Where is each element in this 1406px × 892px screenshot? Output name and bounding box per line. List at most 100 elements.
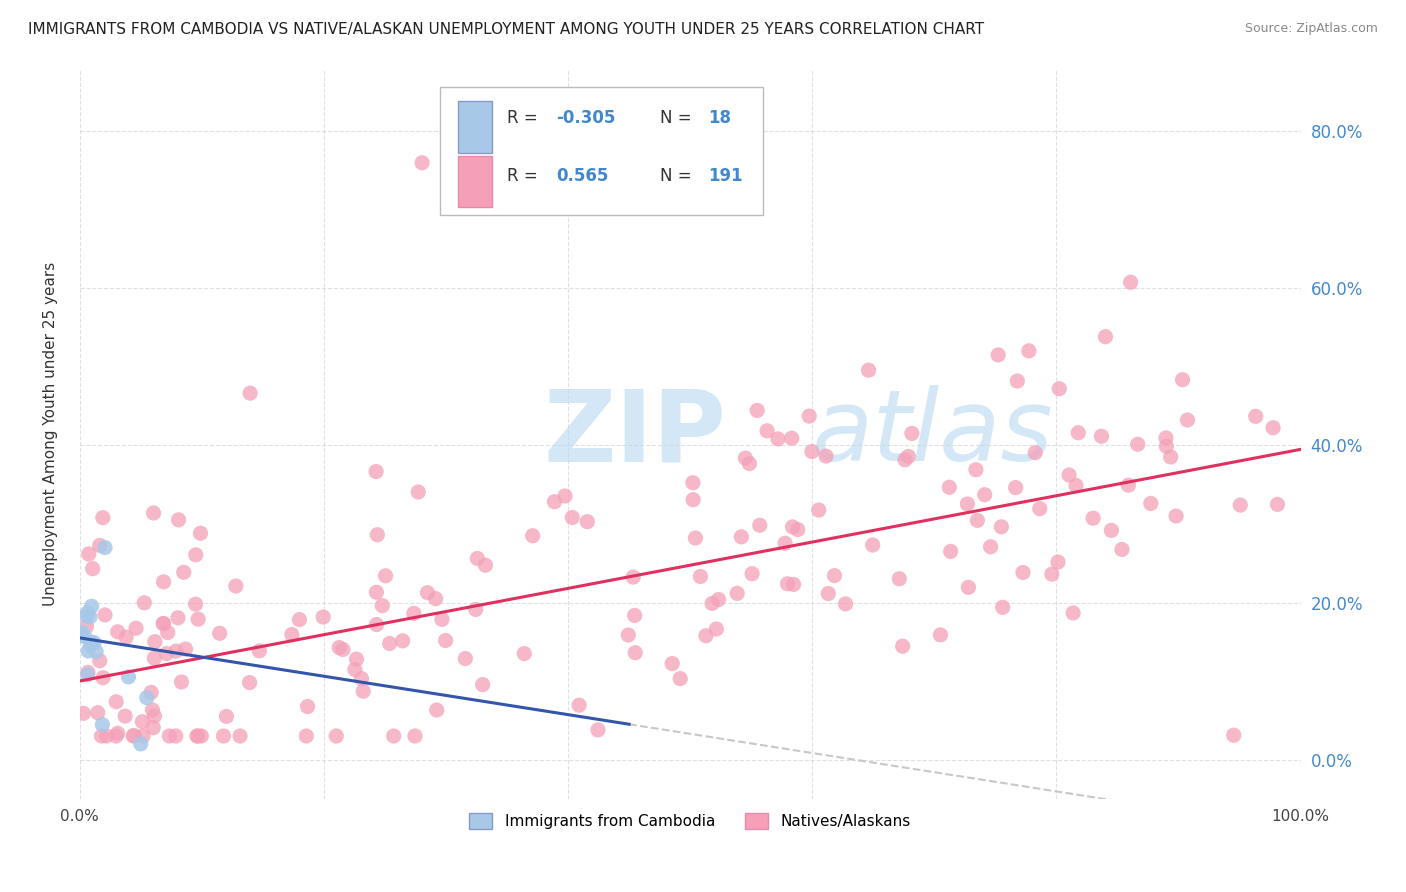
Point	[366, 527, 388, 541]
Point	[332, 642, 354, 657]
Point	[187, 612, 209, 626]
Point	[543, 494, 565, 508]
Point	[105, 729, 128, 743]
Point	[80, 635, 103, 649]
Point	[89, 654, 111, 668]
Point	[799, 409, 821, 424]
Point	[143, 651, 166, 665]
Point	[91, 510, 114, 524]
Text: N =: N =	[659, 167, 696, 186]
Point	[957, 580, 980, 594]
Point	[991, 600, 1014, 615]
Point	[1160, 450, 1182, 464]
Point	[1118, 478, 1140, 492]
Point	[786, 523, 808, 537]
Point	[76, 608, 98, 623]
Point	[212, 729, 235, 743]
Point	[125, 621, 148, 635]
Point	[1261, 421, 1284, 435]
Point	[1064, 478, 1087, 492]
Point	[122, 729, 145, 743]
Point	[165, 644, 187, 658]
Point	[1024, 446, 1046, 460]
Point	[1062, 606, 1084, 620]
Point	[343, 663, 366, 677]
Point	[156, 625, 179, 640]
Point	[454, 651, 477, 665]
Point	[513, 647, 536, 661]
Point	[682, 492, 704, 507]
Point	[702, 596, 724, 610]
Text: -0.305: -0.305	[555, 109, 616, 127]
Point	[1007, 374, 1029, 388]
Point	[288, 613, 311, 627]
Point	[129, 737, 152, 751]
Point	[980, 540, 1002, 554]
Point	[862, 538, 884, 552]
Point	[1094, 330, 1116, 344]
Text: R =: R =	[508, 167, 543, 186]
Point	[107, 624, 129, 639]
Point	[1028, 501, 1050, 516]
Y-axis label: Unemployment Among Youth under 25 years: Unemployment Among Youth under 25 years	[44, 261, 58, 606]
Point	[426, 703, 449, 717]
Point	[1156, 439, 1178, 453]
Point	[695, 629, 717, 643]
Point	[152, 616, 174, 631]
Point	[725, 586, 748, 600]
Point	[689, 569, 711, 583]
Point	[190, 729, 212, 743]
Point	[1081, 511, 1104, 525]
Point	[897, 450, 920, 464]
Point	[1099, 524, 1122, 538]
Point	[77, 644, 100, 658]
Point	[382, 729, 405, 743]
Point	[167, 611, 190, 625]
Point	[247, 644, 270, 658]
Point	[89, 538, 111, 552]
Point	[1267, 497, 1289, 511]
Point	[734, 451, 756, 466]
Point	[91, 717, 114, 731]
Point	[328, 640, 350, 655]
Point	[122, 729, 145, 743]
Point	[190, 526, 212, 541]
Point	[1111, 542, 1133, 557]
Point	[901, 426, 924, 441]
Point	[165, 729, 187, 743]
Point	[184, 597, 207, 611]
Point	[76, 668, 98, 682]
Point	[756, 424, 779, 438]
Point	[142, 721, 165, 735]
Point	[350, 672, 373, 686]
Point	[782, 520, 804, 534]
Point	[371, 599, 394, 613]
Point	[780, 431, 803, 445]
Point	[682, 475, 704, 490]
Point	[141, 685, 163, 699]
Point	[173, 566, 195, 580]
Point	[141, 703, 163, 717]
Point	[434, 633, 457, 648]
FancyBboxPatch shape	[458, 156, 492, 207]
Point	[90, 729, 112, 743]
Point	[817, 586, 839, 600]
Point	[295, 729, 318, 743]
Point	[406, 485, 429, 500]
Point	[939, 544, 962, 558]
Text: atlas: atlas	[813, 385, 1054, 483]
Point	[132, 729, 155, 743]
Point	[105, 695, 128, 709]
Point	[748, 518, 770, 533]
Point	[366, 617, 388, 632]
Point	[325, 729, 347, 743]
Point	[366, 465, 388, 479]
Point	[84, 644, 107, 658]
Point	[411, 155, 433, 169]
Point	[143, 709, 166, 723]
Point	[474, 558, 496, 573]
Point	[1047, 382, 1070, 396]
Point	[1171, 373, 1194, 387]
Point	[115, 630, 138, 644]
Point	[807, 503, 830, 517]
